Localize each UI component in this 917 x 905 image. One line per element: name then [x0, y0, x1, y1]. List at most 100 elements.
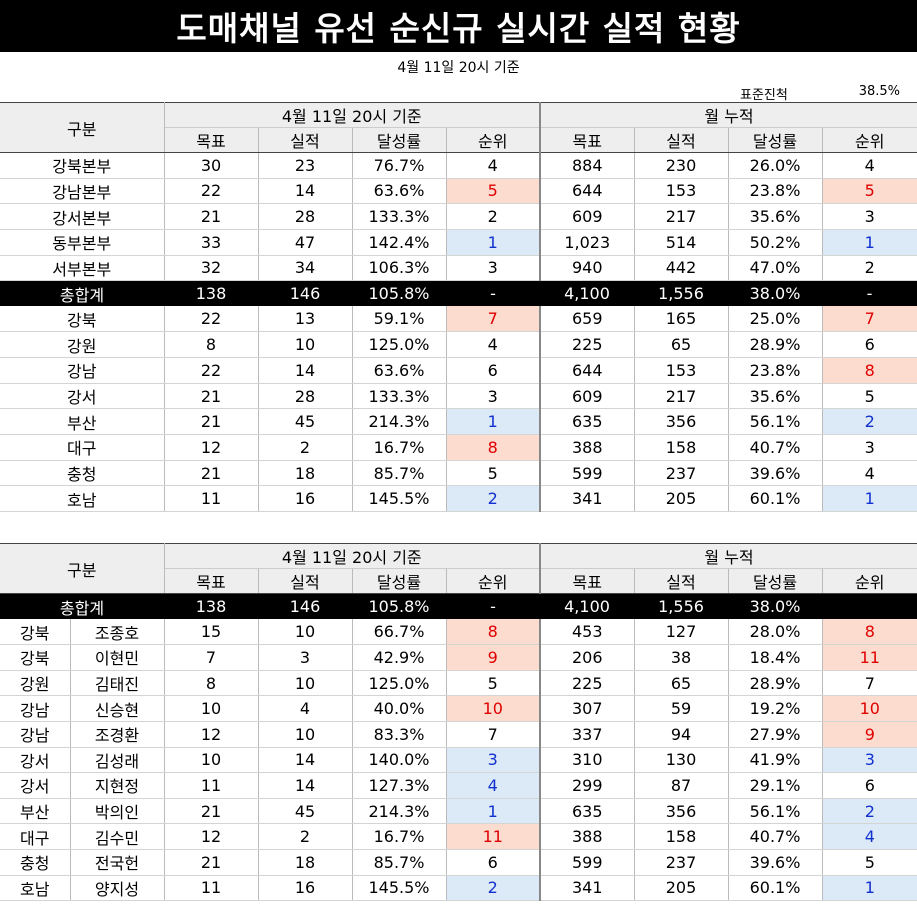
monthly-actual-cell: 65	[633, 331, 729, 359]
daily-rank-cell: 4	[445, 331, 541, 359]
monthly-rate-cell: 26.0%	[727, 152, 823, 179]
total-daily-cell: 138	[164, 593, 259, 620]
person-label: 조경환	[70, 721, 165, 748]
person-label: 조종호	[70, 619, 165, 646]
daily-target-cell: 30	[164, 152, 258, 179]
daily-rate-cell: 76.7%	[351, 152, 446, 179]
total-monthly-cell: 4,100	[540, 280, 635, 307]
monthly-target-cell: 644	[539, 357, 635, 384]
monthly-actual-cell: 59	[633, 695, 729, 722]
monthly-actual-cell: 237	[633, 849, 729, 876]
total-daily-cell: -	[446, 280, 541, 307]
total-monthly-cell: 1,556	[634, 280, 729, 307]
daily-target-cell: 22	[164, 357, 258, 384]
person-label: 지현정	[70, 772, 165, 799]
monthly-actual-cell: 217	[633, 383, 729, 410]
monthly-rank-cell: 1	[821, 875, 917, 902]
header-monthly-group: 월 누적	[539, 102, 917, 128]
daily-target-cell: 11	[164, 485, 258, 512]
monthly-actual-cell: 356	[633, 798, 729, 825]
daily-rate-cell: 106.3%	[351, 255, 446, 282]
monthly-actual-cell: 217	[633, 203, 729, 230]
daily-actual-cell: 2	[257, 823, 353, 850]
daily-actual-cell: 14	[257, 772, 353, 799]
daily-rate-cell: 85.7%	[351, 460, 446, 487]
daily-actual-cell: 18	[257, 849, 353, 876]
monthly-target-cell: 635	[539, 408, 635, 436]
daily-rank-cell: 10	[445, 695, 541, 722]
monthly-rate-cell: 35.6%	[727, 383, 823, 410]
row-label: 강서본부	[0, 203, 165, 230]
daily-rate-cell: 83.3%	[351, 721, 447, 748]
row-label: 강북	[0, 306, 165, 333]
monthly-target-cell: 225	[539, 670, 635, 697]
table-row: 호남 양지성 11 16 145.5% 2 341 205 60.1% 1	[0, 875, 917, 902]
daily-rate-cell: 42.9%	[351, 644, 447, 671]
monthly-rate-cell: 60.1%	[727, 485, 823, 512]
region-label: 강남	[0, 695, 71, 722]
monthly-rate-cell: 29.1%	[727, 772, 823, 799]
daily-rank-cell: 1	[445, 229, 541, 256]
monthly-rank-cell: 2	[821, 255, 917, 282]
table-row: 대구 김수민 12 2 16.7% 11 388 158 40.7% 4	[0, 823, 917, 850]
region-label: 강북	[0, 619, 71, 646]
monthly-target-cell: 341	[539, 875, 635, 902]
monthly-target-cell: 310	[539, 747, 635, 774]
daily-rate-cell: 16.7%	[351, 434, 446, 461]
header-rate: 달성률	[727, 127, 823, 153]
monthly-target-cell: 388	[539, 434, 635, 461]
monthly-rate-cell: 56.1%	[727, 408, 823, 436]
monthly-rate-cell: 50.2%	[727, 229, 823, 256]
monthly-actual-cell: 205	[633, 875, 729, 902]
header-actual: 실적	[257, 568, 353, 594]
daily-target-cell: 21	[164, 798, 259, 825]
monthly-rate-cell: 39.6%	[727, 460, 823, 487]
daily-target-cell: 12	[164, 823, 259, 850]
region-label: 강서	[0, 772, 71, 799]
daily-rate-cell: 127.3%	[351, 772, 447, 799]
person-label: 신승현	[70, 695, 165, 722]
header-target: 목표	[539, 568, 635, 594]
monthly-rate-cell: 60.1%	[727, 875, 823, 902]
monthly-rate-cell: 18.4%	[727, 644, 823, 671]
table-row: 강남 신승현 10 4 40.0% 10 307 59 19.2% 10	[0, 695, 917, 722]
daily-actual-cell: 14	[257, 747, 353, 774]
row-label: 동부본부	[0, 229, 165, 256]
row-label: 강남	[0, 357, 165, 384]
daily-actual-cell: 2	[257, 434, 352, 461]
daily-target-cell: 11	[164, 875, 259, 902]
region-label: 강서	[0, 747, 71, 774]
standard-progress-value: 38.5%	[858, 84, 900, 99]
monthly-rank-cell: 3	[821, 203, 917, 230]
monthly-target-cell: 599	[539, 460, 635, 487]
monthly-actual-cell: 158	[633, 823, 729, 850]
daily-rank-cell: 6	[445, 357, 541, 384]
monthly-rank-cell: 7	[821, 306, 917, 333]
table-row: 강원 김태진 8 10 125.0% 5 225 65 28.9% 7	[0, 670, 917, 697]
header-target: 목표	[164, 568, 259, 594]
daily-actual-cell: 23	[257, 152, 352, 179]
monthly-actual-cell: 65	[633, 670, 729, 697]
monthly-actual-cell: 237	[633, 460, 729, 487]
monthly-rank-cell: 2	[821, 408, 917, 436]
daily-target-cell: 7	[164, 644, 259, 671]
standard-progress-label: 표준진척	[740, 88, 788, 103]
total-monthly-cell: 4,100	[540, 593, 635, 620]
monthly-rank-cell: 9	[821, 721, 917, 748]
header-daily-group: 4월 11일 20시 기준	[164, 102, 541, 128]
monthly-target-cell: 299	[539, 772, 635, 799]
standard-progress: 표준진척 38.5%	[740, 84, 900, 103]
header-actual: 실적	[633, 127, 729, 153]
daily-target-cell: 22	[164, 178, 258, 205]
daily-target-cell: 10	[164, 695, 259, 722]
daily-rank-cell: 2	[445, 203, 541, 230]
daily-actual-cell: 10	[257, 670, 353, 697]
header-daily-group: 4월 11일 20시 기준	[164, 543, 541, 569]
daily-rank-cell: 5	[445, 670, 541, 697]
daily-rank-cell: 7	[445, 721, 541, 748]
daily-rank-cell: 7	[445, 306, 541, 333]
person-label: 이현민	[70, 644, 165, 671]
monthly-rate-cell: 39.6%	[727, 849, 823, 876]
monthly-target-cell: 453	[539, 619, 635, 646]
daily-rate-cell: 63.6%	[351, 178, 446, 205]
